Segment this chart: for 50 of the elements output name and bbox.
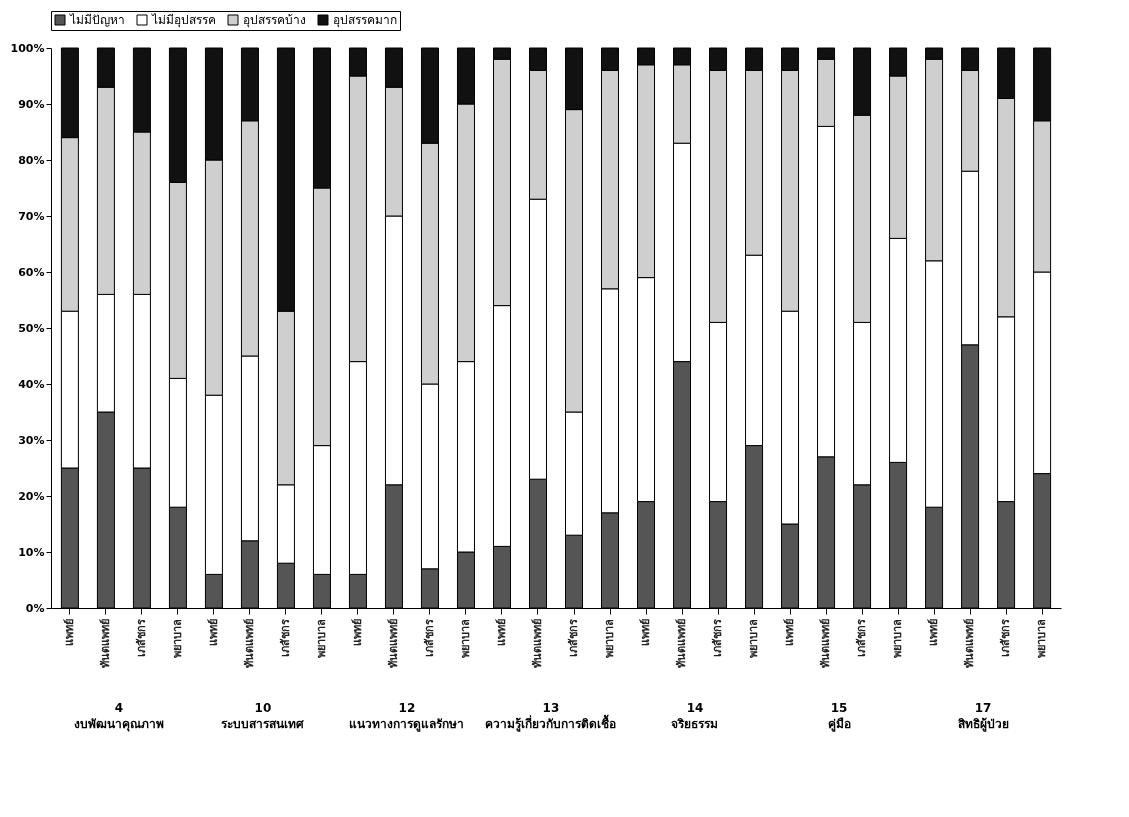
- x-tick-label: พยาบาล: [1035, 618, 1049, 658]
- x-tick-label: ทันตแพทย์: [531, 618, 544, 668]
- x-tick-label: ทันตแพทย์: [242, 618, 256, 668]
- y-tick-label: 60%: [18, 265, 45, 279]
- x-tick-label: พยาบาล: [458, 618, 472, 658]
- x-tick-label: พยาบาล: [747, 618, 761, 658]
- x-tick-label: เภสัชกร: [855, 618, 869, 657]
- x-tick-label: เภสัชกร: [711, 618, 725, 657]
- x-tick-label: ทันตแพทย์: [98, 618, 112, 668]
- x-tick-label: แพทย์: [206, 618, 220, 646]
- x-tick-label: เภสัชกร: [278, 618, 292, 657]
- y-tick-label: 100%: [10, 41, 45, 55]
- x-tick-label: แพทย์: [927, 618, 941, 646]
- text: 13 ความรู้เกี่ยวกับการติดเชื้อ: [485, 701, 617, 732]
- x-tick-label: เภสัชกร: [999, 618, 1013, 657]
- x-tick-label: ทันตแพทย์: [386, 618, 400, 668]
- y-tick-label: 50%: [18, 321, 45, 335]
- x-tick-label: แพทย์: [639, 618, 653, 646]
- legend-label: อุปสรรคบ้าง: [243, 13, 306, 28]
- x-tick-label: แพทย์: [350, 618, 364, 646]
- x-tick-label: พยาบาล: [170, 618, 184, 658]
- text: 4 งบพัฒนาคุณภาพ: [73, 701, 164, 732]
- y-tick-label: 90%: [18, 97, 45, 111]
- text: 14 จริยธรรม: [671, 701, 719, 731]
- x-tick-label: พยาบาล: [314, 618, 328, 658]
- legend-label: ไม่มีปัญหา: [69, 13, 125, 27]
- y-tick-label: 10%: [18, 545, 45, 559]
- x-tick-label: เภสัชกร: [134, 618, 148, 657]
- legend-label: ไม่มีอุปสรรค: [151, 13, 216, 28]
- text: 12 แนวทางการดูแลรักษา: [349, 701, 465, 732]
- x-tick-label: ทันตแพทย์: [963, 618, 977, 668]
- text: 15 คู่มือ: [827, 701, 851, 732]
- y-tick-label: 40%: [18, 377, 45, 391]
- x-tick-label: พยาบาล: [891, 618, 905, 658]
- x-tick-label: พยาบาล: [603, 618, 617, 658]
- text: 10 ระบบสารสนเทศ: [221, 701, 305, 731]
- legend-label: อุปสรรคมาก: [333, 13, 397, 28]
- x-tick-label: แพทย์: [494, 618, 508, 646]
- x-tick-label: แพทย์: [783, 618, 797, 646]
- x-tick-label: เภสัชกร: [567, 618, 580, 657]
- y-tick-label: 20%: [18, 489, 45, 503]
- x-tick-label: เภสัชกร: [422, 618, 436, 657]
- y-tick-label: 80%: [18, 153, 45, 167]
- x-tick-label: ทันตแพทย์: [819, 618, 833, 668]
- y-tick-label: 30%: [18, 433, 45, 447]
- y-tick-label: 0%: [25, 601, 45, 615]
- y-tick-label: 70%: [18, 209, 45, 223]
- x-tick-label: แพทย์: [62, 618, 76, 646]
- text: 17 สิทธิผู้ป่วย: [957, 701, 1009, 732]
- x-tick-label: ทันตแพทย์: [675, 618, 689, 668]
